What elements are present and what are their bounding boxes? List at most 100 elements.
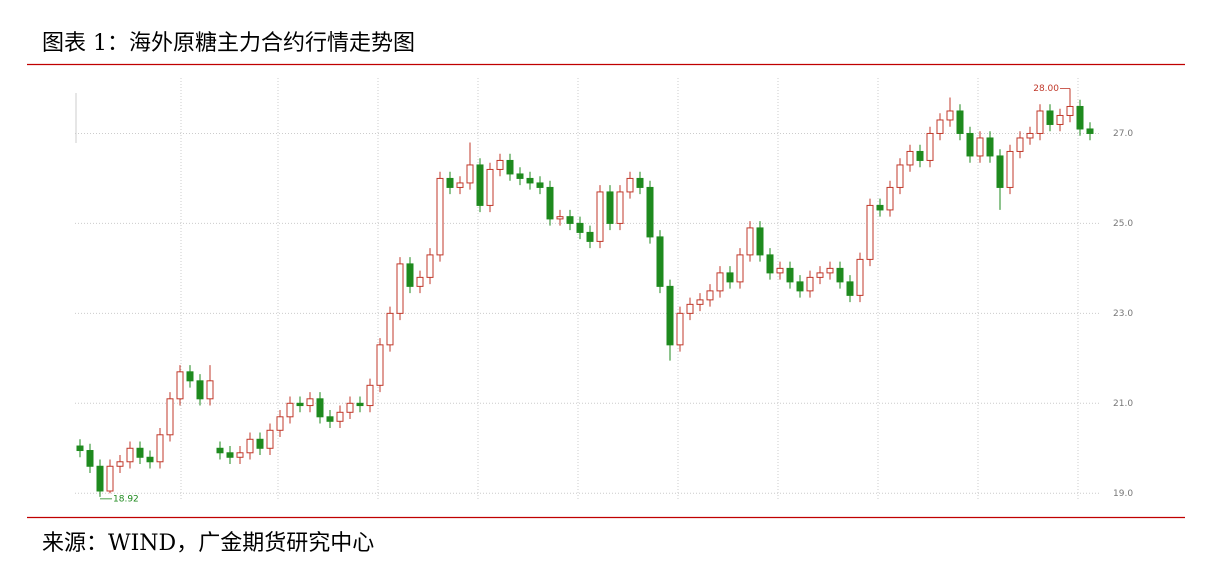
candle-body xyxy=(396,263,404,314)
candle-body xyxy=(626,177,634,193)
candle-body xyxy=(136,447,144,458)
candle-body xyxy=(106,465,114,492)
candle-body xyxy=(316,398,324,418)
candle-body xyxy=(426,254,434,278)
candle-body xyxy=(606,191,614,224)
candle-body xyxy=(876,204,884,211)
candle-body xyxy=(616,191,624,224)
candle-body xyxy=(206,380,214,400)
candle-body xyxy=(656,236,664,287)
candle-body xyxy=(336,411,344,422)
candle-body xyxy=(966,132,974,157)
candle-body xyxy=(326,416,334,422)
candle-body xyxy=(796,281,804,292)
candle-body xyxy=(526,177,534,184)
candle-body xyxy=(696,299,704,305)
candle-body xyxy=(676,312,684,346)
y-tick-label: 19.0 xyxy=(1113,489,1133,499)
candle-body xyxy=(236,452,244,458)
candle-body xyxy=(856,258,864,296)
candle-body xyxy=(836,267,844,283)
candle-body xyxy=(806,276,814,292)
candle-body xyxy=(386,312,394,346)
candle-body xyxy=(1036,110,1044,134)
candle-body xyxy=(506,159,514,175)
candle-body xyxy=(766,254,774,274)
candle-body xyxy=(406,263,414,287)
candle-body xyxy=(916,150,924,161)
candle-body xyxy=(486,168,494,206)
source: 来源：WIND，广金期货研究中心 xyxy=(42,531,374,556)
candle-body xyxy=(376,344,384,386)
candle-body xyxy=(1056,114,1064,125)
candle-body xyxy=(356,402,364,407)
candle-body xyxy=(126,447,134,463)
candle-body xyxy=(1016,137,1024,152)
candle-body xyxy=(366,384,374,407)
candle-body xyxy=(466,164,474,184)
min-label: 18.92 xyxy=(113,494,139,504)
candle-body xyxy=(786,267,794,283)
y-tick-label: 23.0 xyxy=(1113,309,1133,319)
candle-body xyxy=(256,438,264,449)
candle-body xyxy=(436,177,444,256)
candle-body xyxy=(1076,105,1084,130)
candle-body xyxy=(546,186,554,220)
candle-body xyxy=(1006,150,1014,188)
y-tick-label: 27.0 xyxy=(1113,129,1133,139)
candle-body xyxy=(666,285,674,346)
candle-body xyxy=(886,186,894,211)
candle-body xyxy=(286,402,294,418)
candle-body xyxy=(196,380,204,400)
candle-body xyxy=(496,159,504,170)
candle-body xyxy=(446,177,454,188)
candle-body xyxy=(756,227,764,256)
candle-body xyxy=(726,272,734,283)
candle-body xyxy=(816,272,824,278)
y-tick-label: 25.0 xyxy=(1113,219,1133,229)
candle-body xyxy=(746,227,754,256)
candle-body xyxy=(906,150,914,166)
candle-body xyxy=(416,276,424,287)
candle-body xyxy=(946,110,954,121)
candle-body xyxy=(936,119,944,134)
candle-body xyxy=(346,402,354,413)
candle-body xyxy=(956,110,964,134)
candle-body xyxy=(1026,132,1034,139)
candle-body xyxy=(586,231,594,242)
candle-body xyxy=(276,416,284,431)
candle-body xyxy=(826,267,834,274)
candle-body xyxy=(646,186,654,238)
candle-body xyxy=(736,254,744,283)
candle-body xyxy=(776,267,784,274)
candle-body xyxy=(116,461,124,467)
candle-body xyxy=(996,155,1004,188)
candle-body xyxy=(76,445,84,452)
max-label: 28.00 xyxy=(1033,84,1059,94)
candle-body xyxy=(166,398,174,436)
candle-body xyxy=(156,434,164,463)
candle-body xyxy=(266,429,274,449)
candle-body xyxy=(706,290,714,301)
candle-body xyxy=(176,371,184,400)
chart-title: 图表 1：海外原糖主力合约行情走势图 xyxy=(42,31,415,56)
candle-body xyxy=(686,303,694,314)
candle-body xyxy=(566,216,574,224)
candle-body xyxy=(86,450,94,467)
candle-body xyxy=(146,456,154,463)
candle-body xyxy=(976,137,984,157)
candle-body xyxy=(536,182,544,188)
vertical-grid xyxy=(180,78,1079,500)
candle-body xyxy=(476,164,484,206)
candle-body xyxy=(186,371,194,382)
candle-body xyxy=(1086,128,1094,134)
candle-body xyxy=(846,281,854,296)
candle-body xyxy=(306,398,314,407)
candle-body xyxy=(296,402,304,407)
candle-body xyxy=(456,182,464,188)
candle-body xyxy=(926,132,934,161)
candle-body xyxy=(896,164,904,188)
candle-body xyxy=(1066,105,1074,116)
y-tick-label: 21.0 xyxy=(1113,399,1133,409)
